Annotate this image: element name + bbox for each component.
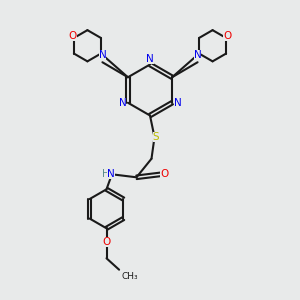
Text: O: O (68, 32, 76, 41)
Text: S: S (153, 132, 159, 142)
Text: H: H (102, 169, 109, 179)
Text: N: N (99, 50, 106, 60)
Text: N: N (118, 98, 126, 108)
Text: CH₃: CH₃ (122, 272, 138, 281)
Text: N: N (174, 98, 182, 108)
Text: N: N (107, 169, 115, 179)
Text: N: N (146, 54, 154, 64)
Text: N: N (194, 50, 201, 60)
Text: O: O (224, 32, 232, 41)
Text: O: O (102, 237, 111, 247)
Text: O: O (160, 169, 168, 179)
